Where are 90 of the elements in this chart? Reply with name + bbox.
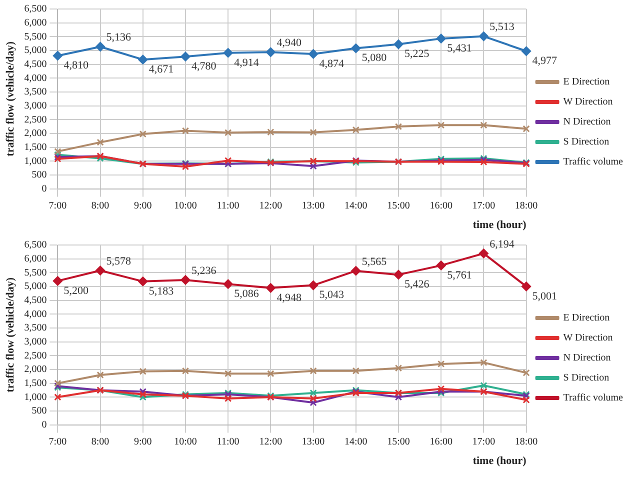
- x-tick-label: 13:00: [302, 200, 325, 212]
- data-label: 4,914: [234, 56, 260, 69]
- data-label: 5,565: [362, 256, 388, 268]
- y-tick-label: 2,000: [24, 364, 47, 376]
- x-axis-title: time (hour): [472, 455, 527, 468]
- x-tick-label: 11:00: [216, 200, 240, 212]
- y-tick-label: 5,500: [24, 267, 47, 278]
- data-label: 4,780: [191, 60, 217, 72]
- x-tick-label: 18:00: [514, 436, 538, 448]
- x-tick-label: 15:00: [387, 200, 410, 212]
- data-label: 6,194: [490, 238, 515, 250]
- legend-label: Traffic volume: [563, 156, 624, 168]
- legend-label: Traffic volume: [563, 392, 624, 404]
- x-tick-label: 14:00: [344, 200, 368, 212]
- y-tick-label: 500: [32, 406, 47, 417]
- data-label: 5,578: [106, 255, 132, 268]
- y-tick-label: 4,000: [24, 72, 47, 84]
- y-tick-label: 5,000: [24, 45, 47, 56]
- legend-label: N Direction: [563, 352, 611, 364]
- data-label: 5,136: [106, 32, 132, 44]
- data-label: 5,225: [404, 48, 430, 60]
- y-tick-label: 6,000: [24, 17, 47, 28]
- data-label: 4,977: [532, 55, 558, 68]
- legend-label: W Direction: [563, 96, 613, 108]
- x-tick-label: 17:00: [472, 200, 496, 212]
- data-label: 5,080: [362, 52, 388, 64]
- data-label: 5,200: [64, 284, 89, 297]
- x-tick-label: 13:00: [302, 436, 325, 448]
- x-tick-label: 9:00: [134, 436, 152, 448]
- x-tick-label: 18:00: [514, 200, 538, 212]
- legend-label: N Direction: [563, 116, 611, 128]
- data-label: 5,043: [319, 289, 345, 302]
- data-label: 5,431: [447, 42, 472, 54]
- y-tick-label: 1,000: [24, 392, 47, 403]
- y-tick-label: 6,500: [24, 4, 47, 15]
- x-tick-label: 10:00: [174, 436, 197, 448]
- x-tick-label: 7:00: [48, 200, 67, 212]
- y-tick-label: 6,000: [24, 253, 47, 264]
- y-tick-label: 0: [42, 419, 47, 430]
- y-tick-label: 1,500: [24, 142, 47, 153]
- y-tick-label: 3,500: [24, 322, 47, 334]
- legend-label: S Direction: [563, 136, 610, 148]
- x-tick-label: 16:00: [430, 200, 452, 212]
- y-axis-title: traffic flow (vehicle/day): [4, 41, 16, 156]
- y-tick-label: 5,000: [24, 281, 47, 292]
- data-label: 4,940: [276, 37, 302, 50]
- y-tick-label: 1,500: [24, 378, 47, 389]
- data-label: 5,236: [191, 264, 217, 277]
- x-tick-label: 15:00: [387, 436, 410, 448]
- data-label: 5,426: [404, 278, 430, 291]
- y-tick-label: 2,500: [24, 114, 47, 126]
- x-tick-label: 8:00: [91, 200, 110, 212]
- data-label: 4,671: [148, 63, 174, 76]
- y-tick-label: 3,500: [24, 86, 47, 98]
- y-tick-label: 500: [32, 170, 47, 181]
- legend-label: S Direction: [563, 372, 610, 384]
- data-label: 5,086: [234, 288, 260, 300]
- data-label: 5,513: [490, 21, 515, 34]
- legend-label: E Direction: [563, 312, 610, 324]
- y-tick-label: 5,500: [24, 31, 47, 42]
- x-axis-title: time (hour): [472, 219, 527, 232]
- y-tick-label: 4,500: [24, 58, 47, 70]
- y-tick-label: 1,000: [24, 156, 47, 167]
- data-label: 4,874: [319, 58, 345, 70]
- legend-label: W Direction: [563, 332, 613, 344]
- x-tick-label: 7:00: [48, 436, 67, 448]
- y-tick-label: 4,000: [24, 308, 47, 320]
- data-label: 5,183: [148, 285, 174, 298]
- y-tick-label: 4,500: [24, 294, 47, 306]
- x-tick-label: 8:00: [91, 436, 110, 448]
- legend-label: E Direction: [563, 76, 610, 88]
- x-tick-label: 10:00: [174, 200, 197, 212]
- x-tick-label: 17:00: [472, 436, 496, 448]
- y-tick-label: 2,000: [24, 128, 47, 140]
- y-tick-label: 3,000: [24, 100, 47, 112]
- data-label: 4,810: [64, 60, 89, 72]
- y-tick-label: 6,500: [24, 240, 47, 251]
- x-tick-label: 12:00: [259, 200, 282, 212]
- x-tick-label: 16:00: [430, 436, 452, 448]
- data-label: 4,948: [276, 292, 302, 304]
- y-axis-title: traffic flow (vehicle/day): [4, 277, 16, 392]
- y-tick-label: 3,000: [24, 336, 47, 348]
- data-label: 5,761: [447, 269, 472, 282]
- y-tick-label: 0: [42, 183, 47, 194]
- x-tick-label: 12:00: [259, 436, 282, 448]
- x-tick-label: 14:00: [344, 436, 368, 448]
- y-tick-label: 2,500: [24, 350, 47, 362]
- x-tick-label: 11:00: [216, 436, 240, 448]
- x-tick-label: 9:00: [134, 200, 152, 212]
- data-label: 5,001: [532, 290, 558, 302]
